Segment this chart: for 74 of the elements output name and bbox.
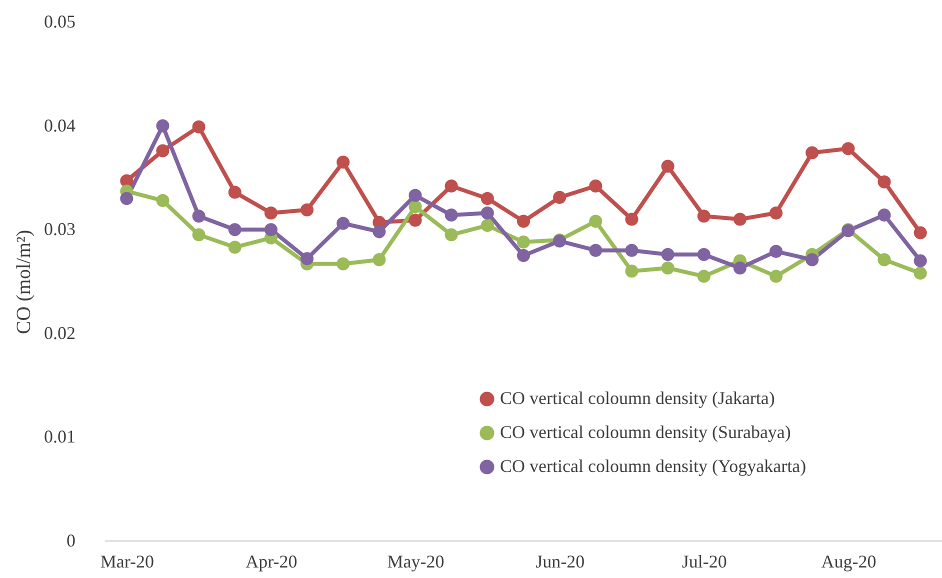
point [408,214,422,227]
point [770,244,783,258]
point [661,262,674,275]
point [733,262,746,275]
x-tick-label: May-20 [387,552,444,572]
point [914,226,927,240]
legend-label: CO vertical coloumn density (Yogyakarta) [500,456,806,476]
point [192,210,206,223]
x-tick-label: Jul-20 [682,552,727,572]
point [480,218,494,232]
point [553,190,566,204]
point [408,188,422,202]
point [228,186,242,199]
point [697,210,710,223]
point [336,216,350,230]
point [661,248,674,262]
y-tick-label: 0.05 [44,12,76,32]
point [878,208,891,222]
x-tick-label: Apr-20 [246,552,298,572]
point [589,180,602,193]
point [192,120,206,134]
point [516,236,530,249]
point [661,160,674,173]
point [842,142,855,156]
point [589,244,602,257]
x-tick-label: Jun-20 [536,552,585,572]
x-tick-label: Aug-20 [821,552,876,572]
point [372,253,386,266]
y-tick-label: 0.03 [44,219,76,240]
point [408,200,422,214]
point [444,180,458,193]
point [770,270,783,283]
point [156,119,170,132]
y-tick-label: 0.02 [44,322,76,343]
point [192,228,206,242]
legend-label: CO vertical coloumn density (Surabaya) [500,422,791,442]
point [228,223,242,236]
point [228,240,242,254]
point [480,192,494,205]
point [625,212,638,226]
y-axis-title: CO (mol/m²) [13,230,35,334]
y-tick-label: 0.04 [44,115,76,136]
point [300,203,314,216]
x-tick-label: Mar-20 [100,552,154,572]
point [697,248,710,262]
point [372,225,386,238]
point [914,254,927,268]
point [516,214,530,228]
point [625,264,638,278]
point [697,270,710,283]
point [914,266,927,280]
point [589,214,602,228]
point [300,252,314,266]
point [733,212,746,226]
point [444,228,458,242]
y-tick-label: 0 [66,530,76,550]
legend-label: CO vertical coloumn density (Jakarta) [500,388,775,408]
point [264,206,278,220]
point [336,257,350,270]
point [264,223,278,236]
point [878,253,891,266]
point [770,206,783,220]
y-tick-label: 0.01 [44,426,76,447]
point [336,156,350,169]
point [156,144,170,158]
point [480,206,494,220]
point [806,146,819,160]
point [156,194,170,208]
point [878,175,891,188]
point [625,244,638,257]
point [120,192,134,205]
point [806,253,819,266]
point [444,208,458,222]
point [516,249,530,262]
